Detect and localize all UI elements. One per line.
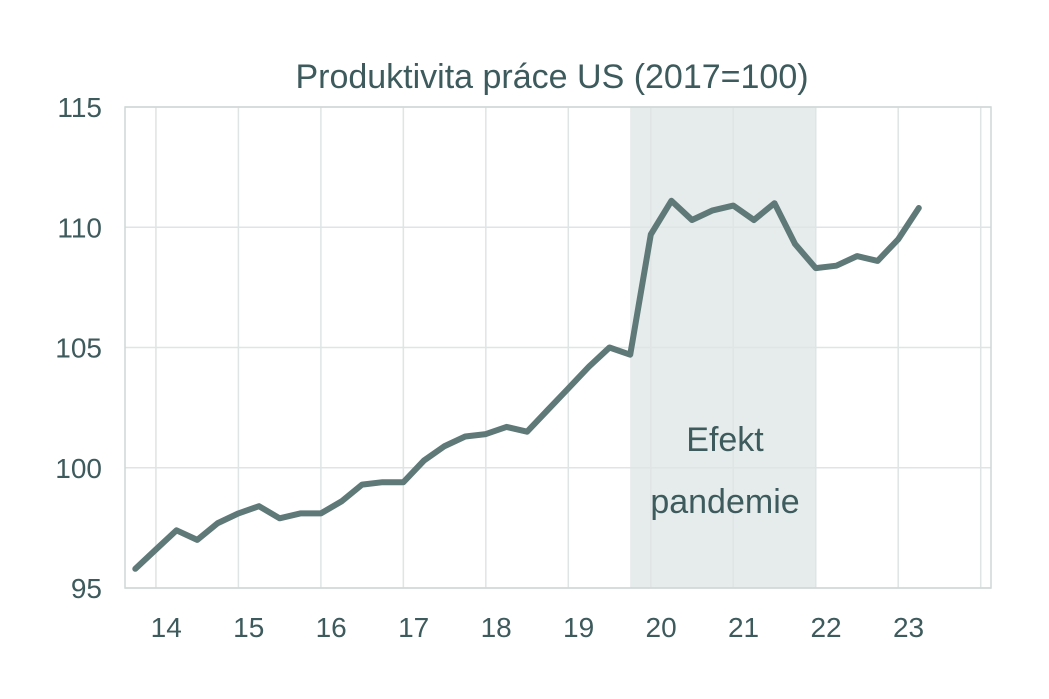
productivity-series-line <box>132 197 922 572</box>
x-tick-label: 16 <box>316 612 347 643</box>
x-tick-label: 21 <box>728 612 759 643</box>
plot-area-frame <box>124 106 992 589</box>
x-tick-label: 20 <box>646 612 677 643</box>
x-tick-label: 22 <box>810 612 841 643</box>
y-tick-label: 110 <box>57 212 102 243</box>
y-tick-label: 115 <box>57 92 102 123</box>
x-tick-label: 23 <box>893 612 924 643</box>
x-tick-label: 14 <box>151 612 182 643</box>
annotation-text: Efekt <box>686 421 764 459</box>
x-tick-label: 19 <box>563 612 594 643</box>
x-tick-label: 18 <box>481 612 512 643</box>
chart-title: Produktivita práce US (2017=100) <box>295 58 808 96</box>
y-tick-label: 95 <box>71 573 102 604</box>
y-axis: 95 100 105 110 115 <box>55 92 102 604</box>
x-tick-label: 15 <box>233 612 264 643</box>
x-tick-label: 17 <box>398 612 429 643</box>
annotation-text: pandemie <box>650 483 799 521</box>
y-tick-label: 105 <box>55 333 102 364</box>
y-tick-label: 100 <box>55 453 102 484</box>
x-axis: 14 15 16 17 18 19 20 21 22 23 <box>151 612 924 643</box>
pandemic-annotation: Efekt pandemie <box>650 421 799 521</box>
grid-lines <box>125 106 991 589</box>
